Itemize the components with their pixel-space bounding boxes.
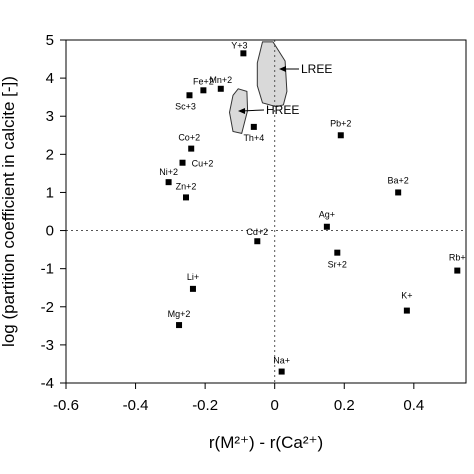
axes: -0.6 -0.4 -0.2 0 0.2 0.4 -4 -3 -2 -1 0 1 2 3 4 5 [41,32,467,414]
point-label-fe-plus-2: Fe+2 [193,76,214,86]
y-tick-label: -2 [41,299,54,316]
point-label-mg-plus-2: Mg+2 [168,309,191,319]
point-label-li-plus: Li+ [187,272,199,282]
point-marker-sr-plus-2 [334,249,341,256]
x-tick-label: 0.2 [334,397,355,414]
point-label-zn-plus-2: Zn+2 [176,181,197,191]
point-marker-mn-plus-2 [217,85,224,92]
point-label-cu-plus-2: Cu+2 [192,159,214,169]
x-axis-label: r(M²⁺) - r(Ca²⁺) [209,433,323,452]
point-label-ag-plus: Ag+ [319,210,335,220]
point-label-pb-plus-2: Pb+2 [330,118,351,128]
data-points: Y+3 Fe+2Mn+2 Sc+3 Th+4 Pb+2 Co+2 Cu+2 Ni+2 Ba+2 Z… [159,40,466,375]
y-tick-label: 2 [46,146,54,163]
point-marker-ba-plus-2 [395,189,402,196]
y-tick-label: 3 [46,108,54,125]
x-tick-label: -0.4 [123,397,149,414]
point-label-na-plus: Na+ [273,356,290,366]
point-label-rb-plus: Rb+ [449,253,466,263]
y-axis-label: log (partition coefficient in calcite [-… [0,76,18,347]
y-tick-label: -3 [41,337,54,354]
point-marker-sc-plus-3 [186,92,193,99]
point-marker-th-plus-4 [250,123,257,130]
point-label-sc-plus-3: Sc+3 [175,101,196,111]
point-marker-k-plus [403,307,410,314]
x-tick-label: -0.6 [53,397,79,414]
region-label: HREE [266,103,299,117]
reference-lines [66,40,466,383]
y-tick-label: 4 [46,70,54,87]
regions-layer: LREE HREE [228,41,332,134]
y-tick-label: 1 [46,184,54,201]
point-marker-y-plus-3 [240,50,247,57]
point-marker-na-plus [278,368,285,375]
point-marker-cd-plus-2 [254,238,261,245]
point-label-sr-plus-2: Sr+2 [328,260,347,270]
x-tick-label: 0.4 [403,397,424,414]
point-marker-fe-plus-2 [200,87,207,94]
point-marker-zn-plus-2 [183,194,189,201]
plot-frame [65,39,467,384]
x-tick-label: 0 [271,397,279,414]
point-label-k-plus: K+ [401,291,412,301]
point-marker-cu-plus-2 [179,159,186,166]
point-label-ba-plus-2: Ba+2 [388,175,409,185]
y-tick-label: -4 [41,375,54,392]
point-label-y-plus-3: Y+3 [231,40,247,50]
point-label-co-plus-2: Co+2 [178,133,200,143]
y-tick-label: -1 [41,261,54,278]
point-label-mn-plus-2: Mn+2 [209,75,232,85]
point-marker-ni-plus-2 [165,179,172,186]
point-marker-pb-plus-2 [337,132,344,139]
point-marker-mg-plus-2 [176,322,183,329]
point-marker-co-plus-2 [188,145,195,152]
point-marker-ag-plus [323,223,330,230]
region-pointer-arrowhead [238,108,245,114]
point-label-cd-plus-2: Cd+2 [246,227,268,237]
point-marker-rb-plus [454,267,461,274]
region-lree [256,41,288,108]
point-label-th-plus-4: Th+4 [243,133,264,143]
region-label: LREE [301,62,332,76]
point-label-ni-plus-2: Ni+2 [159,167,178,177]
y-tick-label: 0 [46,223,54,240]
x-tick-label: -0.2 [192,397,218,414]
point-marker-li-plus [189,285,196,292]
y-tick-label: 5 [46,32,54,49]
region-pointer-arrowhead [279,66,286,72]
